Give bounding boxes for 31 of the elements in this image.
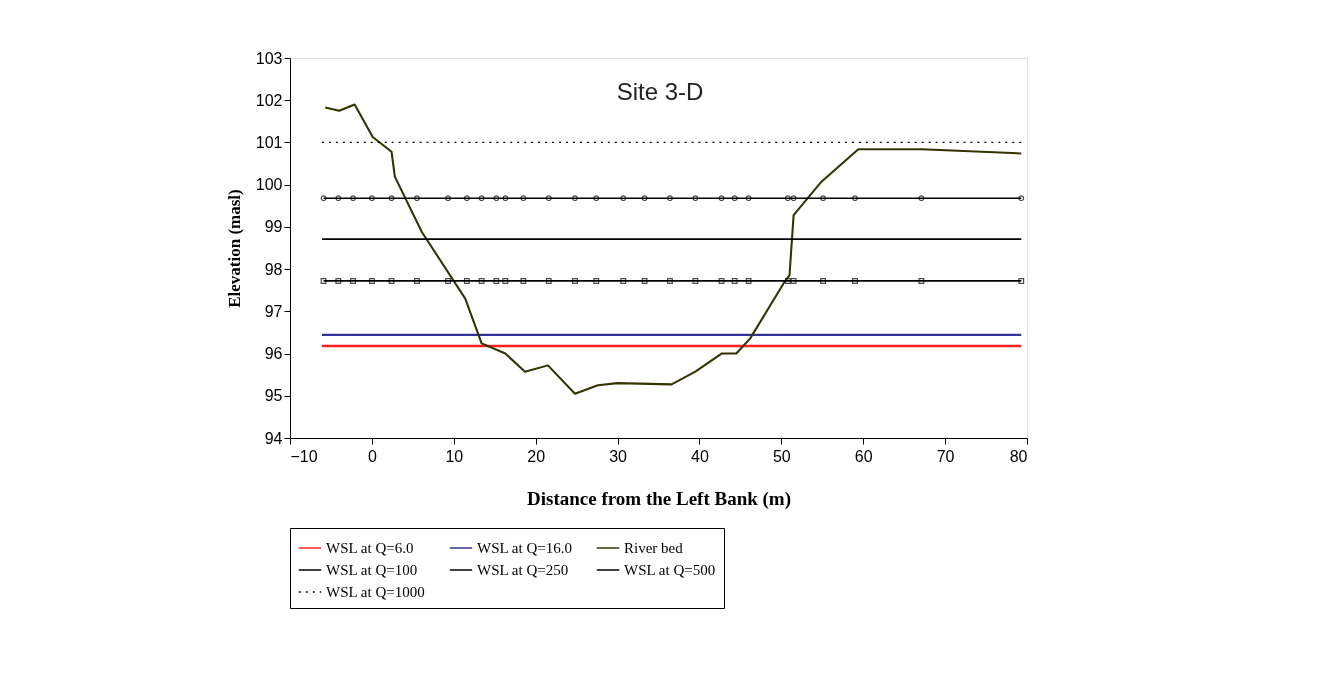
x-tick-label: 80 — [1009, 447, 1028, 465]
legend-label: WSL at Q=250 — [477, 562, 569, 578]
x-tick-label: 30 — [609, 447, 628, 465]
legend-label: WSL at Q=500 — [624, 562, 716, 578]
text: Site 3-D — [616, 78, 704, 105]
y-tick-label: 95 — [264, 387, 283, 405]
y-tick-label: 101 — [255, 133, 283, 151]
y-tick-label: 97 — [264, 302, 283, 320]
x-tick-label: 70 — [936, 447, 955, 465]
legend-label: River bed — [624, 540, 684, 556]
legend-label: WSL at Q=100 — [326, 562, 418, 578]
y-tick-label: 100 — [255, 176, 283, 194]
y-tick-label: 99 — [264, 218, 283, 236]
line-series — [324, 103, 1023, 395]
y-axis-title: Elevation (masl) — [224, 189, 244, 308]
legend-label: WSL at Q=16.0 — [477, 540, 572, 556]
legend-label: WSL at Q=1000 — [326, 584, 425, 600]
y-tick-label: 103 — [255, 49, 283, 67]
y-tick-label: 98 — [264, 260, 283, 278]
x-tick-label: 40 — [691, 447, 709, 465]
legend-label: WSL at Q=6.0 — [326, 540, 414, 556]
x-tick-label: 20 — [527, 447, 546, 465]
x-tick-label: 0 — [367, 447, 377, 465]
y-tick-label: 94 — [264, 429, 283, 447]
y-tick-label: 96 — [264, 345, 283, 363]
x-axis-title: Distance from the Left Bank (m) — [526, 487, 792, 510]
x-tick-label: 60 — [854, 447, 873, 465]
x-tick-label: 50 — [772, 447, 791, 465]
x-tick-label: −10 — [290, 447, 318, 465]
y-tick-label: 102 — [255, 91, 283, 109]
x-tick-label: 10 — [445, 447, 464, 465]
